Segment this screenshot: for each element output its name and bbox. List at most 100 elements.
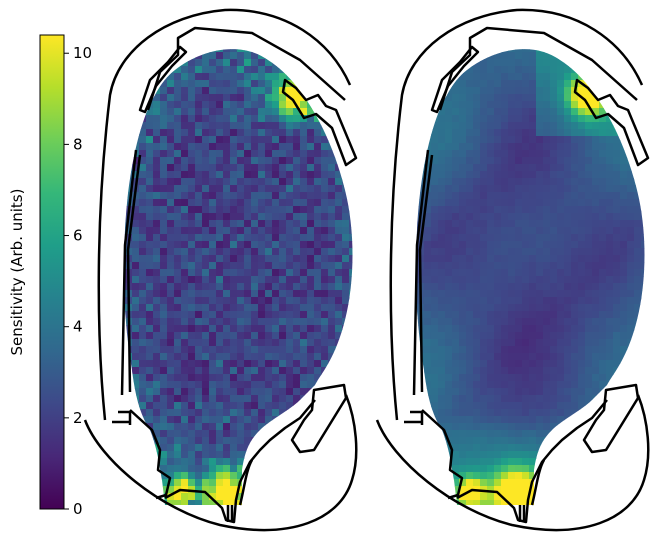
heatmap-cell <box>494 360 502 368</box>
heatmap-cell <box>356 332 364 340</box>
heatmap-cell <box>307 178 315 186</box>
heatmap-cell <box>529 458 537 466</box>
heatmap-cell <box>279 178 287 186</box>
heatmap-cell <box>599 206 607 214</box>
heatmap-cell <box>272 395 280 403</box>
heatmap-cell <box>216 262 224 270</box>
heatmap-cell <box>293 507 301 515</box>
heatmap-cell <box>216 241 224 249</box>
heatmap-cell <box>125 157 133 165</box>
heatmap-cell <box>585 409 593 417</box>
heatmap-cell <box>522 269 530 277</box>
heatmap-cell <box>335 49 343 53</box>
heatmap-cell <box>314 472 322 480</box>
heatmap-cell <box>223 206 231 214</box>
heatmap-cell <box>445 157 453 165</box>
heatmap-cell <box>286 479 294 487</box>
heatmap-cell <box>167 122 175 130</box>
heatmap-cell <box>494 332 502 340</box>
heatmap-cell <box>543 171 551 179</box>
heatmap-cell <box>293 311 301 319</box>
heatmap-cell <box>585 465 593 473</box>
heatmap-cell <box>529 297 537 305</box>
heatmap-cell <box>251 136 259 144</box>
heatmap-cell <box>592 262 600 270</box>
heatmap-cell <box>466 213 474 221</box>
heatmap-cell <box>202 395 210 403</box>
heatmap-cell <box>167 38 175 46</box>
heatmap-cell <box>265 73 273 81</box>
heatmap-cell <box>529 367 537 375</box>
heatmap-cell <box>195 136 203 144</box>
heatmap-cell <box>167 143 175 151</box>
heatmap-cell <box>508 227 516 235</box>
heatmap-cell <box>438 451 446 459</box>
heatmap-cell <box>132 318 140 326</box>
heatmap-cell <box>300 234 308 242</box>
vessel-wall <box>138 45 188 114</box>
heatmap-cell <box>571 283 579 291</box>
heatmap-cell <box>452 115 460 123</box>
heatmap-cell <box>473 66 481 74</box>
heatmap-cell <box>438 297 446 305</box>
heatmap-cell <box>606 423 614 431</box>
heatmap-cell <box>529 339 537 347</box>
heatmap-cell <box>606 213 614 221</box>
heatmap-cell <box>230 49 238 53</box>
heatmap-cell <box>620 465 628 473</box>
heatmap-cell <box>641 129 645 137</box>
heatmap-cell <box>494 276 502 284</box>
heatmap-cell <box>529 486 537 494</box>
vessel-wall <box>120 149 138 396</box>
heatmap-cell <box>445 269 453 277</box>
heatmap-cell <box>620 304 628 312</box>
heatmap-cell <box>279 73 287 81</box>
heatmap-cell <box>146 49 154 53</box>
heatmap-cell <box>627 234 635 242</box>
heatmap-cell <box>522 465 530 473</box>
heatmap-cell <box>335 234 343 242</box>
heatmap-cell <box>536 94 544 102</box>
heatmap-cell <box>417 185 425 193</box>
heatmap-cell <box>202 108 210 116</box>
heatmap-cell <box>494 297 502 305</box>
heatmap-cell <box>557 507 565 515</box>
heatmap-cell <box>431 472 439 480</box>
heatmap-cell <box>307 283 315 291</box>
heatmap-cell <box>431 269 439 277</box>
heatmap-cell <box>599 437 607 445</box>
heatmap-cell <box>258 437 266 445</box>
heatmap-cell <box>648 416 655 424</box>
heatmap-cell <box>606 500 614 505</box>
heatmap-cell <box>599 87 607 95</box>
heatmap-cell <box>132 248 140 256</box>
heatmap-cell <box>557 276 565 284</box>
heatmap-cell <box>223 38 231 46</box>
heatmap-cell <box>606 318 614 326</box>
heatmap-cell <box>279 192 287 200</box>
heatmap-cell <box>417 122 425 130</box>
heatmap-cell <box>328 311 336 319</box>
heatmap-cell <box>146 318 154 326</box>
heatmap-cell <box>125 185 133 193</box>
heatmap-cell <box>188 402 196 410</box>
heatmap-cell <box>571 171 579 179</box>
heatmap-cell <box>335 157 343 165</box>
heatmap-cell <box>452 395 460 403</box>
heatmap-cell <box>592 227 600 235</box>
heatmap-cell <box>125 115 133 123</box>
heatmap-cell <box>529 73 537 81</box>
heatmap-cell <box>146 416 154 424</box>
heatmap-cell <box>167 255 175 263</box>
heatmap-cell <box>181 388 189 396</box>
vessel-wall <box>238 459 254 506</box>
heatmap-cell <box>314 374 322 382</box>
heatmap-cell <box>571 220 579 228</box>
heatmap-cell <box>459 409 467 417</box>
heatmap-cell <box>123 164 126 172</box>
heatmap-cell <box>307 115 315 123</box>
heatmap-cell <box>356 255 364 263</box>
heatmap-cell <box>279 304 287 312</box>
heatmap-cell <box>174 297 182 305</box>
heatmap-cell <box>459 136 467 144</box>
